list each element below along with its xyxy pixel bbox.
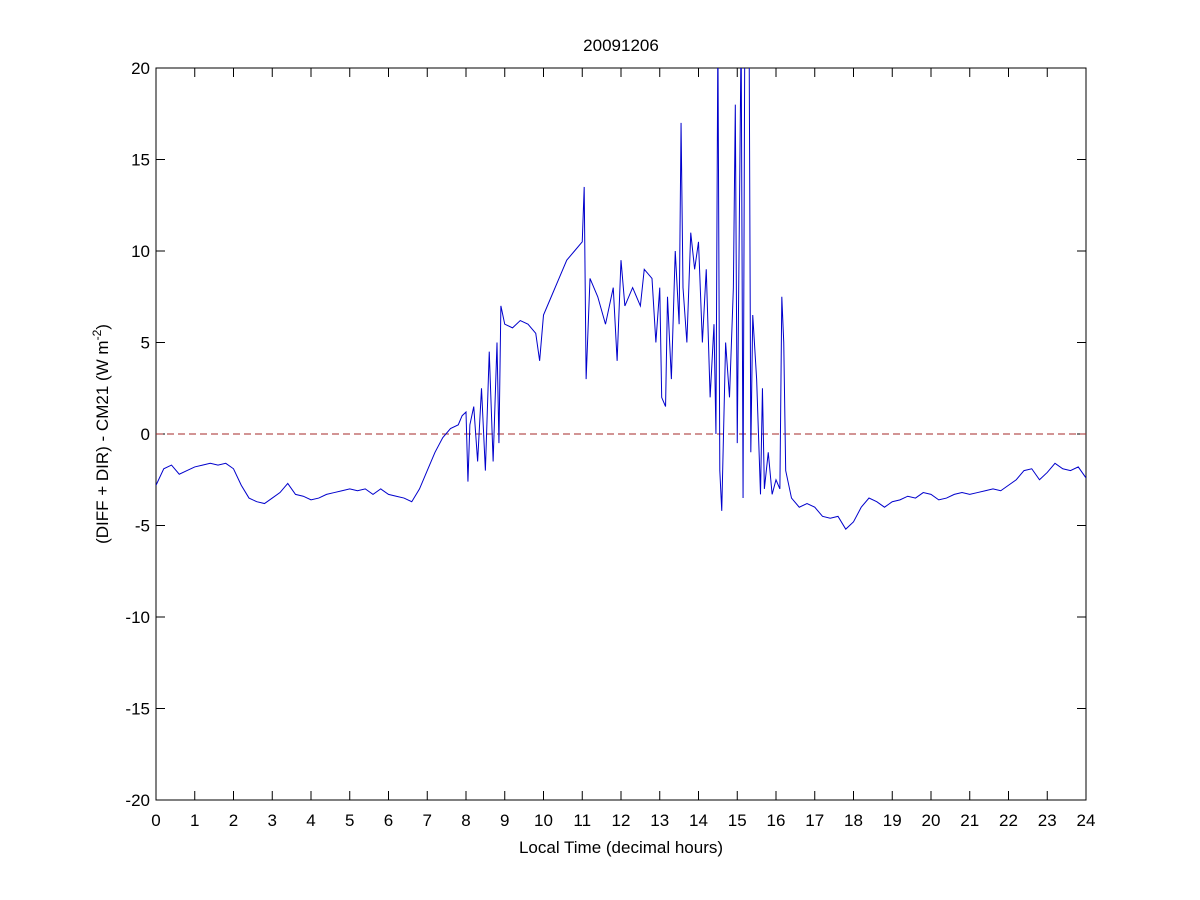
- x-tick-label: 19: [883, 811, 902, 830]
- x-tick-label: 9: [500, 811, 509, 830]
- y-tick-label: -15: [125, 700, 150, 719]
- x-axis-label: Local Time (decimal hours): [519, 838, 723, 857]
- data-line: [156, 68, 1086, 530]
- y-axis-label: (DIFF + DIR) - CM21 (W m-2): [90, 324, 112, 544]
- x-tick-label: 18: [844, 811, 863, 830]
- y-tick-label: 20: [131, 59, 150, 78]
- x-tick-label: 0: [151, 811, 160, 830]
- y-axis-label-end: ): [93, 324, 112, 330]
- x-tick-label: 22: [999, 811, 1018, 830]
- y-tick-label: 15: [131, 151, 150, 170]
- x-tick-label: 6: [384, 811, 393, 830]
- y-tick-label: 5: [141, 334, 150, 353]
- x-tick-label: 21: [960, 811, 979, 830]
- y-axis-label-main: (DIFF + DIR) - CM21 (W m: [93, 340, 112, 544]
- x-tick-label: 14: [689, 811, 708, 830]
- x-tick-label: 2: [229, 811, 238, 830]
- x-tick-label: 20: [922, 811, 941, 830]
- x-tick-label: 3: [268, 811, 277, 830]
- x-tick-label: 16: [767, 811, 786, 830]
- x-tick-label: 10: [534, 811, 553, 830]
- y-tick-label: 10: [131, 242, 150, 261]
- x-tick-label: 1: [190, 811, 199, 830]
- x-tick-label: 4: [306, 811, 315, 830]
- x-tick-label: 23: [1038, 811, 1057, 830]
- plot-content: [156, 68, 1086, 530]
- x-tick-label: 13: [650, 811, 669, 830]
- x-tick-label: 5: [345, 811, 354, 830]
- x-tick-label: 7: [423, 811, 432, 830]
- x-tick-label: 8: [461, 811, 470, 830]
- y-tick-label: -20: [125, 791, 150, 810]
- x-tick-label: 15: [728, 811, 747, 830]
- x-tick-label: 17: [805, 811, 824, 830]
- y-tick-label: -5: [135, 517, 150, 536]
- y-tick-label: 0: [141, 425, 150, 444]
- x-tick-label: 11: [573, 811, 591, 830]
- x-tick-label: 24: [1077, 811, 1096, 830]
- y-axis-label-sup: -2: [90, 329, 104, 340]
- x-tick-label: 12: [612, 811, 631, 830]
- y-tick-label: -10: [125, 608, 150, 627]
- chart-title: 20091206: [583, 36, 659, 55]
